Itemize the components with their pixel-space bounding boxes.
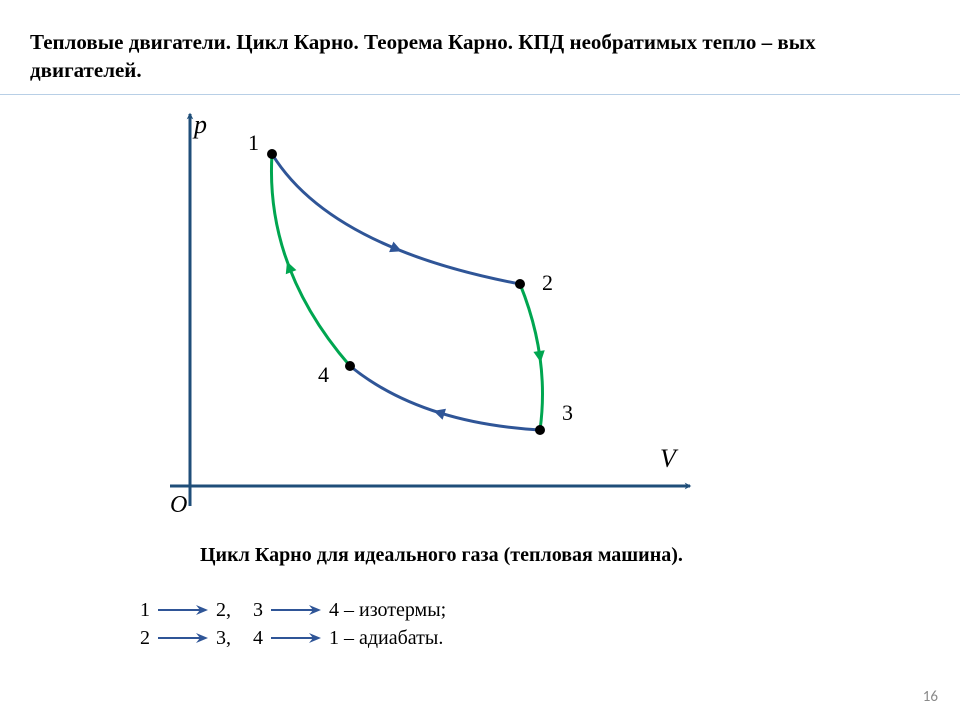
legend-text: 4 – изотермы;: [329, 596, 446, 624]
arrow-icon: [156, 603, 210, 617]
page-number: 16: [923, 688, 938, 706]
point-label-2: 2: [542, 270, 553, 296]
arrow-icon: [269, 631, 323, 645]
legend-text: 1: [140, 596, 150, 624]
legend-text: [237, 596, 247, 624]
divider: [0, 94, 960, 95]
point-label-1: 1: [248, 130, 259, 156]
arrow-icon: [269, 603, 323, 617]
carnot-diagram: 1 2 3 4: [150, 108, 710, 516]
legend-row-adiabats: 2 3, 4 1 – адиабаты.: [140, 624, 446, 652]
legend-text: 3: [253, 596, 263, 624]
legend-text: 4: [253, 624, 263, 652]
legend-text: 3,: [216, 624, 231, 652]
legend-text: 1 – адиабаты.: [329, 624, 443, 652]
slide-title: Тепловые двигатели. Цикл Карно. Теорема …: [30, 28, 930, 85]
legend-text: [237, 624, 247, 652]
caption: Цикл Карно для идеального газа (тепловая…: [200, 544, 683, 567]
legend-row-isotherms: 1 2, 3 4 – изотермы;: [140, 596, 446, 624]
legend-text: 2,: [216, 596, 231, 624]
arrow-icon: [156, 631, 210, 645]
point-label-4: 4: [318, 362, 329, 388]
legend-text: 2: [140, 624, 150, 652]
point-label-3: 3: [562, 400, 573, 426]
legend: 1 2, 3 4 – изотермы; 2 3, 4 1 – адиабаты…: [140, 596, 446, 652]
